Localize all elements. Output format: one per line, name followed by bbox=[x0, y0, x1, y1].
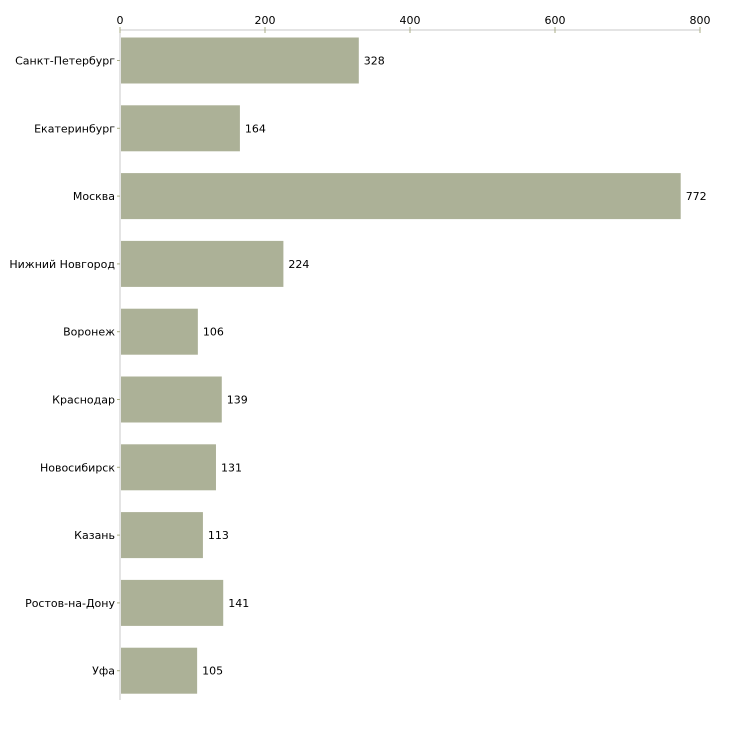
category-label: Краснодар bbox=[52, 394, 115, 407]
data-label: 139 bbox=[227, 394, 248, 407]
category-label: Ростов-на-Дону bbox=[25, 597, 115, 610]
category-label: Казань bbox=[74, 529, 115, 542]
x-tick-label: 800 bbox=[690, 14, 711, 27]
bar bbox=[121, 647, 198, 694]
data-label: 224 bbox=[288, 258, 309, 271]
x-tick-label: 200 bbox=[255, 14, 276, 27]
category-label: Воронеж bbox=[63, 326, 115, 339]
data-label: 164 bbox=[245, 122, 266, 135]
bar bbox=[121, 376, 222, 423]
data-label: 131 bbox=[221, 461, 242, 474]
bar bbox=[121, 308, 198, 355]
data-label: 141 bbox=[228, 597, 249, 610]
data-label: 113 bbox=[208, 529, 229, 542]
bar bbox=[121, 173, 681, 220]
category-label: Нижний Новгород bbox=[9, 258, 115, 271]
bar bbox=[121, 105, 240, 152]
data-label: 106 bbox=[203, 326, 224, 339]
category-label: Санкт-Петербург bbox=[15, 55, 115, 68]
category-label: Екатеринбург bbox=[34, 122, 115, 135]
data-label: 772 bbox=[686, 190, 707, 203]
category-label: Новосибирск bbox=[40, 461, 115, 474]
x-tick-label: 600 bbox=[545, 14, 566, 27]
data-label: 328 bbox=[364, 55, 385, 68]
category-label: Уфа bbox=[92, 665, 115, 678]
category-label: Москва bbox=[73, 190, 115, 203]
data-label: 105 bbox=[202, 665, 223, 678]
bar bbox=[121, 37, 359, 84]
bar bbox=[121, 240, 284, 287]
bar bbox=[121, 579, 224, 626]
bar bbox=[121, 512, 203, 559]
x-tick-label: 400 bbox=[400, 14, 421, 27]
x-tick-label: 0 bbox=[117, 14, 124, 27]
bar bbox=[121, 444, 216, 491]
